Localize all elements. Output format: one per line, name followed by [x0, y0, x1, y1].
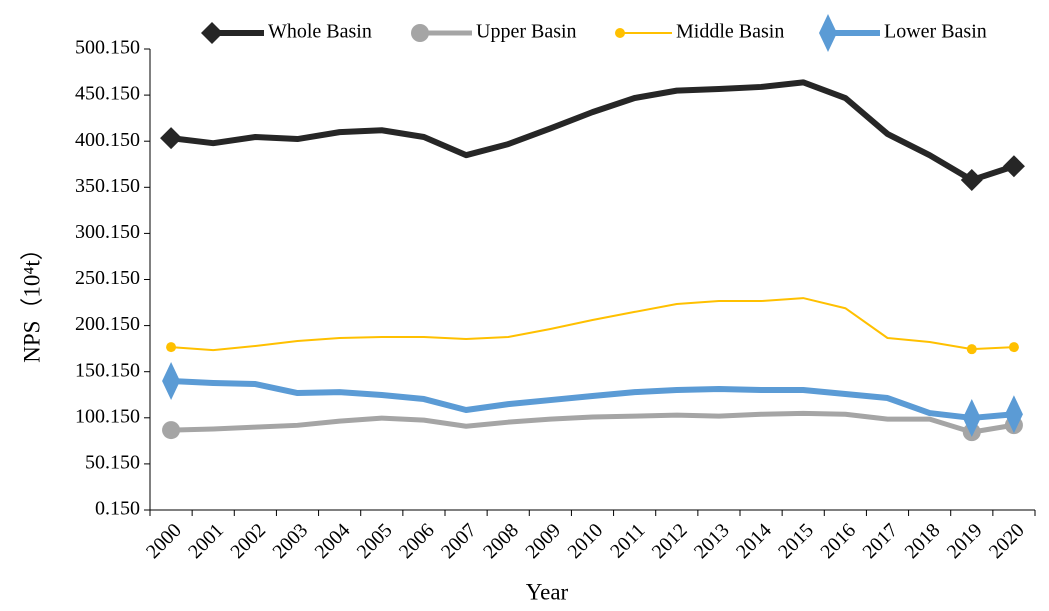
y-tick-label: 250.150 — [75, 267, 140, 289]
y-tick-label: 0.150 — [95, 498, 140, 520]
x-tick-label: 2004 — [311, 519, 355, 563]
legend-label: Upper Basin — [476, 21, 577, 43]
x-tick-label: 2005 — [353, 519, 397, 563]
x-tick-label: 2000 — [142, 519, 186, 563]
x-tick-label: 2013 — [690, 519, 734, 563]
series-line — [170, 297, 1014, 352]
series-line — [171, 410, 1015, 435]
series-line — [170, 378, 1015, 421]
x-tick-label: 2003 — [268, 519, 312, 563]
legend-label: Middle Basin — [676, 21, 784, 43]
y-tick-label: 300.150 — [75, 221, 140, 243]
x-tick-label: 2012 — [648, 519, 692, 563]
y-tick-label: 400.150 — [75, 129, 140, 151]
marker — [162, 362, 181, 401]
x-tick-label: 2007 — [437, 519, 481, 563]
marker — [1002, 155, 1025, 178]
x-tick-label: 2010 — [563, 519, 607, 563]
x-tick-label: 2017 — [858, 519, 902, 563]
x-tick-label: 2019 — [943, 519, 987, 563]
marker — [411, 24, 429, 42]
x-tick-label: 2008 — [479, 519, 523, 563]
y-tick-label: 350.150 — [75, 175, 140, 197]
marker — [1008, 342, 1019, 353]
x-tick-label: 2015 — [774, 519, 818, 563]
x-tick-label: 2018 — [901, 519, 945, 563]
marker — [1004, 395, 1023, 434]
legend-label: Whole Basin — [268, 21, 372, 43]
y-axis-title: NPS（10⁴t） — [19, 237, 44, 363]
x-axis-title: Year — [526, 579, 569, 604]
y-tick-label: 200.150 — [75, 313, 140, 335]
marker — [819, 14, 837, 52]
y-tick-label: 100.150 — [75, 405, 140, 427]
x-tick-label: 2014 — [732, 519, 776, 563]
x-tick-label: 2006 — [395, 519, 439, 563]
x-tick-label: 2009 — [521, 519, 565, 563]
x-tick-label: 2011 — [606, 519, 649, 562]
marker — [960, 169, 983, 192]
y-tick-label: 450.150 — [75, 83, 140, 105]
marker — [166, 342, 177, 353]
marker — [966, 344, 977, 355]
x-tick-label: 2001 — [184, 519, 228, 563]
x-tick-label: 2002 — [226, 519, 270, 563]
x-tick-label: 2020 — [985, 519, 1029, 563]
marker — [162, 421, 181, 440]
marker — [962, 398, 981, 437]
y-tick-label: 50.150 — [85, 451, 140, 473]
marker — [615, 28, 625, 38]
series-line — [170, 79, 1015, 184]
y-tick-label: 500.150 — [75, 37, 140, 59]
marker — [201, 22, 223, 44]
legend-label: Lower Basin — [884, 21, 987, 43]
y-tick-label: 150.150 — [75, 359, 140, 381]
x-tick-label: 2016 — [816, 519, 860, 563]
marker — [160, 127, 183, 150]
